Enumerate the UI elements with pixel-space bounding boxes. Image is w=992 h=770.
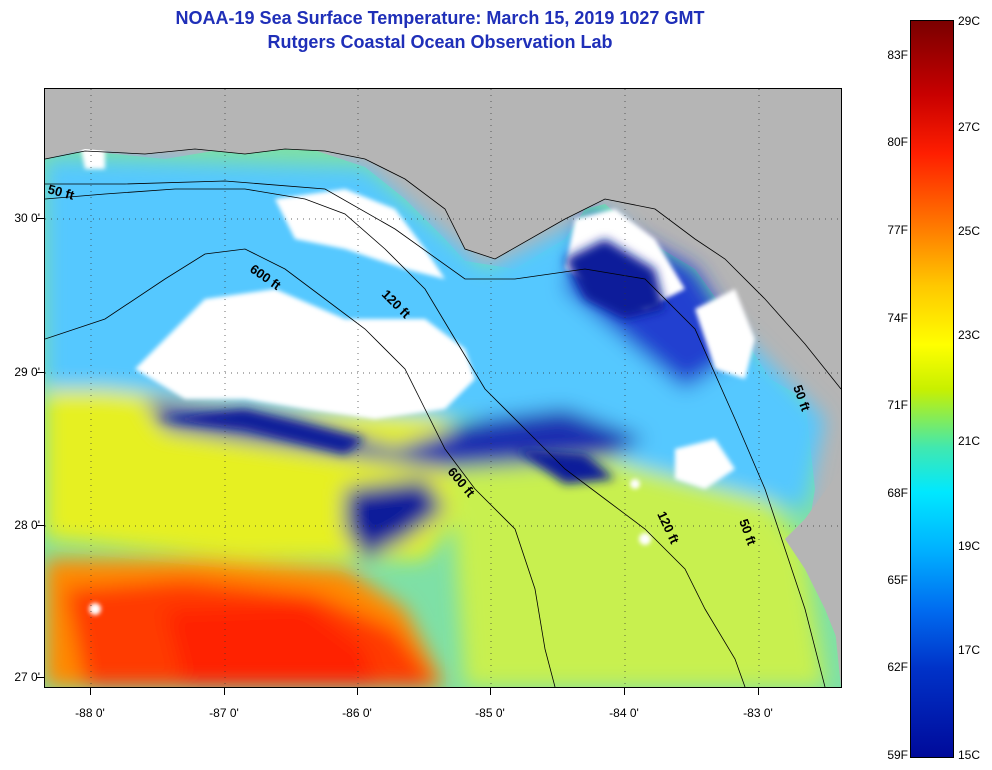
colorbar-c-label: 23C [958,328,981,342]
lon-label-88: -88 0' [75,706,105,720]
colorbar-c-label: 17C [958,643,981,657]
map-title: NOAA-19 Sea Surface Temperature: March 1… [175,8,705,28]
colorbar-f-label: 83F [887,48,908,62]
contour-lines [45,148,841,687]
colorbar-f-label: 59F [887,748,908,762]
colorbar-c-label: 25C [958,224,981,238]
colorbar-c-label: 21C [958,434,981,448]
colorbar-c-label: 15C [958,748,981,762]
colorbar [910,20,954,758]
colorbar-c-label: 27C [958,120,981,134]
contour-label-50ft-west: 50 ft [46,181,76,203]
colorbar-f-label: 77F [887,223,908,237]
lon-label-85: -85 0' [475,706,505,720]
water-temperature [45,109,841,687]
sst-image: 50 ft 600 ft 120 ft 600 ft 120 ft 50 ft … [45,89,841,687]
lat-label-27: 27 0' [14,670,40,684]
lat-label-29: 29 0' [14,365,40,379]
colorbar-f-label: 65F [887,573,908,587]
map-subtitle: Rutgers Coastal Ocean Observation Lab [267,32,613,52]
colorbar-c-label: 29C [958,14,981,28]
lat-label-28: 28 0' [14,518,40,532]
lon-label-87: -87 0' [209,706,239,720]
colorbar-c-label: 19C [958,539,981,553]
lon-label-84: -84 0' [609,706,639,720]
land [45,89,841,649]
lat-label-30: 30 0' [14,211,40,225]
graticule [45,89,841,687]
colorbar-f-label: 62F [887,660,908,674]
colorbar-f-label: 74F [887,311,908,325]
lon-label-86: -86 0' [342,706,372,720]
lon-label-83: -83 0' [743,706,773,720]
colorbar-f-label: 80F [887,135,908,149]
colorbar-f-label: 68F [887,486,908,500]
sst-map: 50 ft 600 ft 120 ft 600 ft 120 ft 50 ft … [44,88,842,688]
colorbar-f-label: 71F [887,398,908,412]
